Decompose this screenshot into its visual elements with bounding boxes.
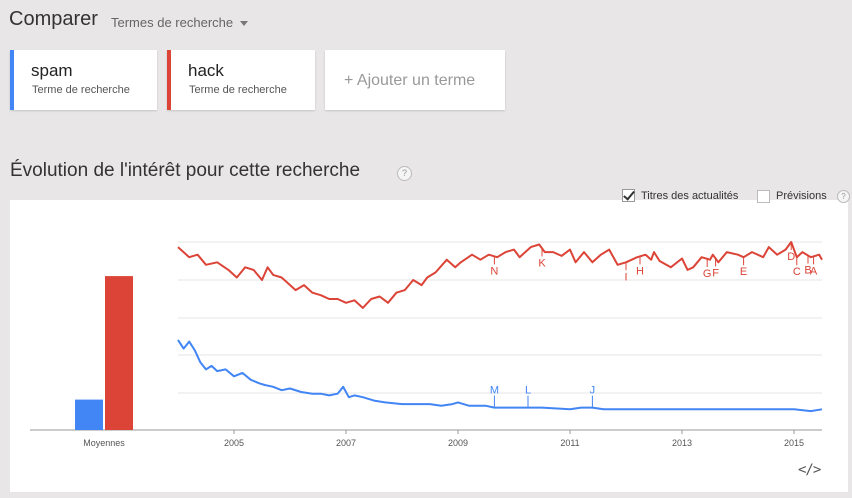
- dropdown-label: Termes de recherche: [111, 15, 234, 30]
- forecast-help-icon[interactable]: ?: [837, 190, 850, 203]
- average-bar-spam: [75, 399, 103, 430]
- page-title: Comparer: [9, 8, 98, 30]
- news-headlines-label[interactable]: Titres des actualités: [641, 190, 739, 202]
- embed-code-icon[interactable]: </>: [798, 462, 821, 478]
- help-icon[interactable]: ?: [397, 166, 412, 181]
- x-tick-label: 2015: [784, 438, 804, 448]
- x-tick-label: 2007: [336, 438, 356, 448]
- section-title: Évolution de l'intérêt pour cette recher…: [10, 160, 361, 181]
- annotation-label: L: [525, 385, 531, 397]
- x-tick-label: 2013: [672, 438, 692, 448]
- chart-series: [177, 241, 823, 413]
- chart-x-axis: 2005 2007 2009 2011 2013 2015: [224, 430, 804, 448]
- annotation-label: J: [590, 385, 596, 397]
- term-subtitle: Terme de recherche: [189, 84, 287, 96]
- search-terms-dropdown[interactable]: Termes de recherche: [111, 15, 249, 30]
- averages-label: Moyennes: [83, 438, 125, 448]
- annotation-label: G: [703, 268, 712, 280]
- add-term-button[interactable]: + Ajouter un terme: [325, 50, 505, 110]
- forecast-label[interactable]: Prévisions: [776, 190, 827, 202]
- term-name: spam: [31, 61, 73, 80]
- averages-bar-chart: Moyennes: [75, 276, 133, 448]
- term-name: hack: [188, 61, 224, 80]
- annotation-label: A: [810, 265, 818, 277]
- series-line-spam: [177, 339, 823, 413]
- annotation-label: E: [740, 266, 747, 278]
- annotation-label: K: [538, 257, 546, 269]
- term-subtitle: Terme de recherche: [32, 84, 130, 96]
- forecast-checkbox[interactable]: [757, 190, 770, 203]
- annotation-label: C: [793, 266, 801, 278]
- add-term-label: + Ajouter un terme: [344, 72, 476, 89]
- chart-grid: [30, 241, 822, 431]
- term-card-spam[interactable]: spam Terme de recherche: [10, 50, 157, 110]
- annotation-label: B: [804, 265, 811, 277]
- x-tick-label: 2009: [448, 438, 468, 448]
- annotation-label: D: [787, 251, 795, 263]
- term-card-hack[interactable]: hack Terme de recherche: [167, 50, 315, 110]
- series-line-hack: [177, 241, 823, 309]
- average-bar-hack: [105, 276, 133, 430]
- annotation-label: H: [636, 265, 644, 277]
- annotation-label: I: [624, 271, 627, 283]
- x-tick-label: 2011: [560, 438, 579, 448]
- chart-annotations: N K I H G F E DC BA M L J: [490, 242, 818, 408]
- annotation-label: F: [712, 267, 719, 279]
- annotation-label: M: [490, 385, 499, 397]
- x-tick-label: 2005: [224, 438, 244, 448]
- chart-panel: [10, 200, 848, 492]
- chevron-down-icon: [240, 21, 249, 27]
- news-headlines-checkbox[interactable]: [622, 188, 635, 202]
- annotation-label: N: [490, 265, 498, 277]
